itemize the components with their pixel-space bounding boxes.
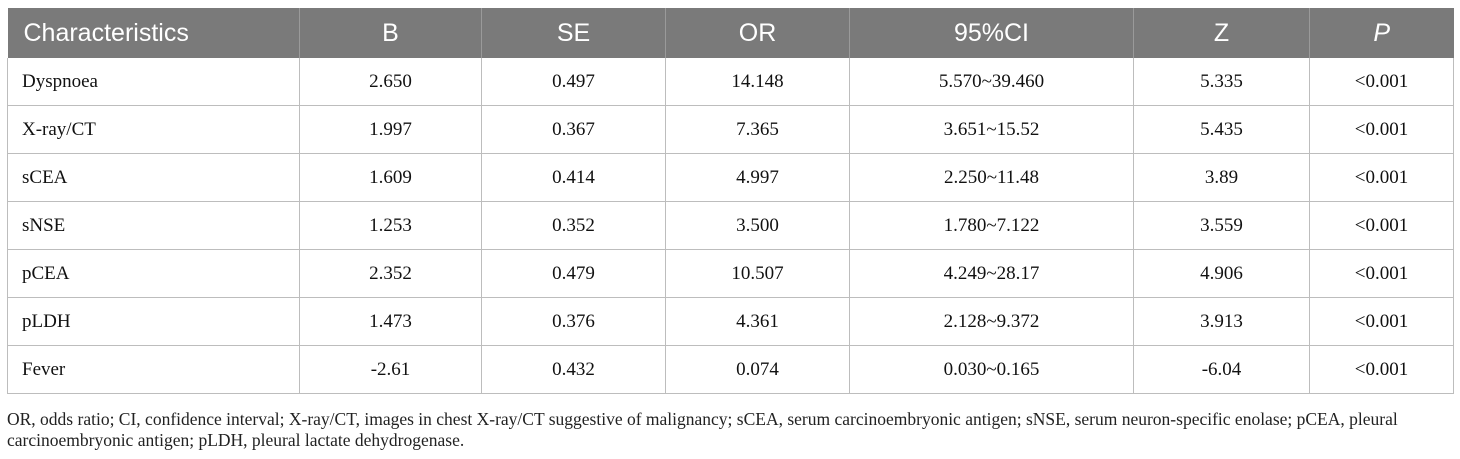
cell-p: <0.001 — [1309, 297, 1454, 346]
regression-table-container: Characteristics B SE OR 95%CI Z P Dyspno… — [7, 8, 1454, 394]
cell-ci: 2.128~9.372 — [849, 297, 1134, 346]
cell-z: 5.435 — [1133, 105, 1310, 154]
cell-z: 5.335 — [1133, 58, 1310, 106]
cell-b: 1.609 — [299, 153, 482, 202]
cell-z: 3.89 — [1133, 153, 1310, 202]
table-row: pCEA 2.352 0.479 10.507 4.249~28.17 4.906 <0.0… — [7, 249, 1454, 298]
cell-or: 0.074 — [665, 345, 850, 394]
table-footnote: OR, odds ratio; CI, confidence interval;… — [7, 409, 1398, 450]
header-b: B — [299, 8, 482, 58]
header-se: SE — [481, 8, 666, 58]
cell-characteristic: sNSE — [7, 201, 300, 250]
cell-b: 1.473 — [299, 297, 482, 346]
cell-or: 3.500 — [665, 201, 850, 250]
cell-characteristic: Dyspnoea — [7, 58, 300, 106]
cell-b: 2.650 — [299, 58, 482, 106]
cell-b: -2.61 — [299, 345, 482, 394]
header-or: OR — [665, 8, 850, 58]
cell-ci: 3.651~15.52 — [849, 105, 1134, 154]
cell-z: -6.04 — [1133, 345, 1310, 394]
table-row: sNSE 1.253 0.352 3.500 1.780~7.122 3.559 <0.00… — [7, 201, 1454, 250]
cell-ci: 5.570~39.460 — [849, 58, 1134, 106]
table-row: pLDH 1.473 0.376 4.361 2.128~9.372 3.913 <0.00… — [7, 297, 1454, 346]
cell-z: 3.913 — [1133, 297, 1310, 346]
cell-se: 0.367 — [481, 105, 666, 154]
cell-or: 4.997 — [665, 153, 850, 202]
header-z: Z — [1133, 8, 1310, 58]
header-p: P — [1309, 8, 1454, 58]
table-row: sCEA 1.609 0.414 4.997 2.250~11.48 3.89 <0.001 — [7, 153, 1454, 202]
table-row: X-ray/CT 1.997 0.367 7.365 3.651~15.52 5.435 <… — [7, 105, 1454, 154]
header-95ci: 95%CI — [849, 8, 1134, 58]
cell-se: 0.414 — [481, 153, 666, 202]
cell-se: 0.432 — [481, 345, 666, 394]
table-body: Dyspnoea 2.650 0.497 14.148 5.570~39.460 5.33… — [7, 58, 1454, 394]
cell-ci: 2.250~11.48 — [849, 153, 1134, 202]
cell-p: <0.001 — [1309, 58, 1454, 106]
cell-or: 7.365 — [665, 105, 850, 154]
cell-se: 0.352 — [481, 201, 666, 250]
header-characteristics: Characteristics — [7, 8, 300, 58]
cell-characteristic: pLDH — [7, 297, 300, 346]
cell-ci: 4.249~28.17 — [849, 249, 1134, 298]
cell-z: 3.559 — [1133, 201, 1310, 250]
cell-ci: 1.780~7.122 — [849, 201, 1134, 250]
cell-or: 10.507 — [665, 249, 850, 298]
cell-p: <0.001 — [1309, 249, 1454, 298]
cell-se: 0.376 — [481, 297, 666, 346]
table-header: Characteristics B SE OR 95%CI Z P — [7, 8, 1454, 58]
cell-b: 2.352 — [299, 249, 482, 298]
cell-p: <0.001 — [1309, 153, 1454, 202]
cell-characteristic: Fever — [7, 345, 300, 394]
cell-p: <0.001 — [1309, 105, 1454, 154]
table-row: Dyspnoea 2.650 0.497 14.148 5.570~39.460 5.33… — [7, 58, 1454, 106]
cell-se: 0.497 — [481, 58, 666, 106]
cell-or: 4.361 — [665, 297, 850, 346]
cell-p: <0.001 — [1309, 201, 1454, 250]
cell-b: 1.253 — [299, 201, 482, 250]
cell-z: 4.906 — [1133, 249, 1310, 298]
cell-characteristic: sCEA — [7, 153, 300, 202]
cell-p: <0.001 — [1309, 345, 1454, 394]
cell-b: 1.997 — [299, 105, 482, 154]
header-row: Characteristics B SE OR 95%CI Z P — [7, 8, 1454, 58]
regression-table: Characteristics B SE OR 95%CI Z P Dyspno… — [7, 8, 1454, 394]
cell-ci: 0.030~0.165 — [849, 345, 1134, 394]
cell-characteristic: pCEA — [7, 249, 300, 298]
cell-or: 14.148 — [665, 58, 850, 106]
cell-characteristic: X-ray/CT — [7, 105, 300, 154]
table-row: Fever -2.61 0.432 0.074 0.030~0.165 -6.04 <0.0… — [7, 345, 1454, 394]
cell-se: 0.479 — [481, 249, 666, 298]
